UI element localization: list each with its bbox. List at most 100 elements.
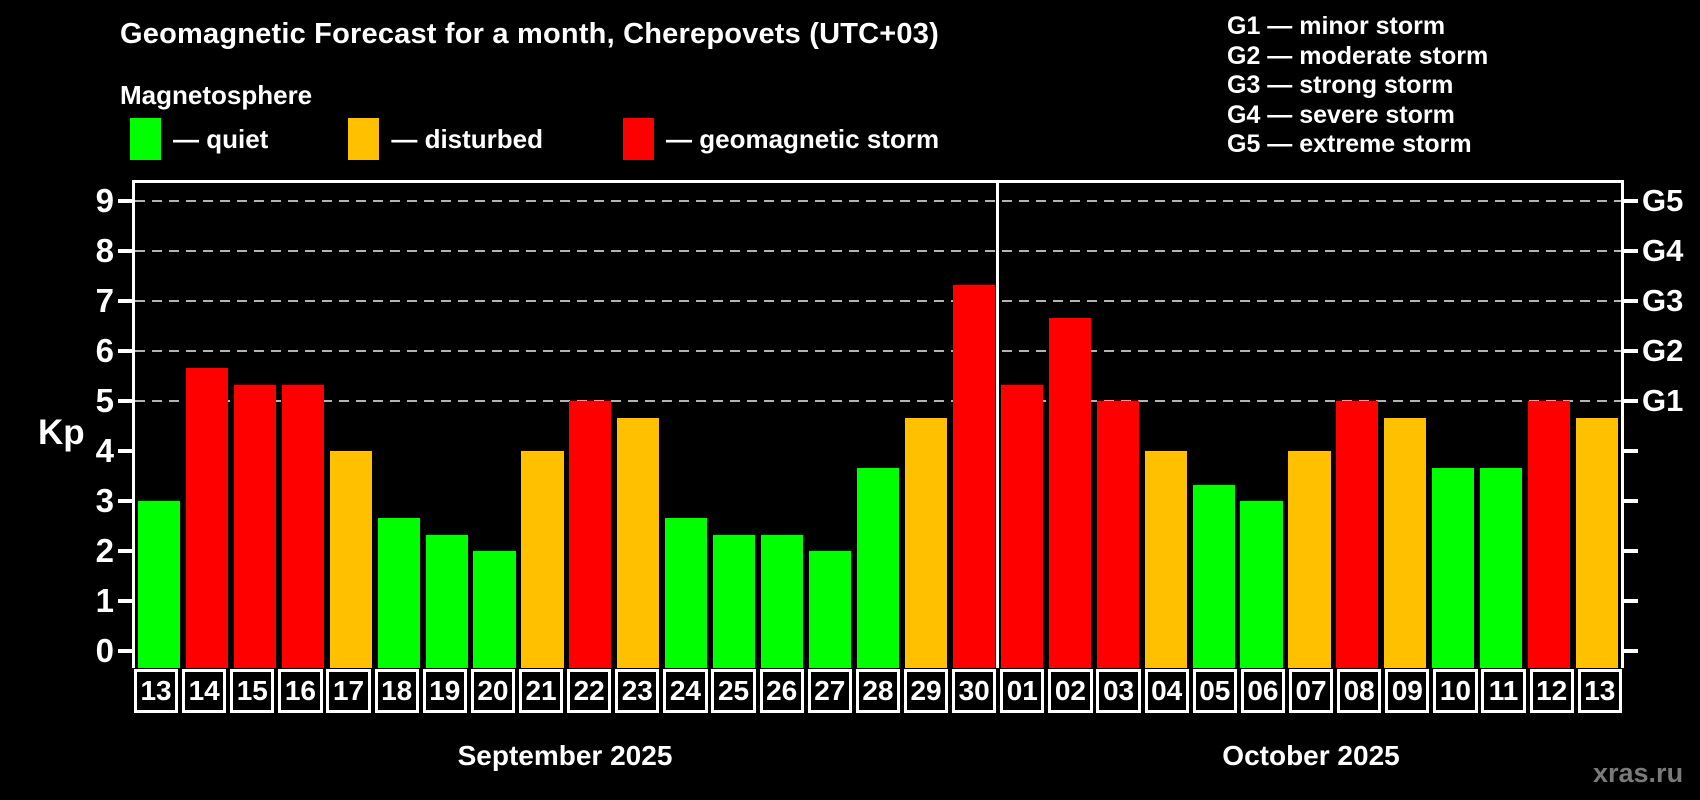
grid-line-kp8 <box>135 250 1621 252</box>
bar-slot <box>423 183 471 668</box>
month-label-october: October 2025 <box>1222 740 1400 771</box>
right-axis-tick-kp1 <box>1624 599 1638 603</box>
day-label-14: 14 <box>182 669 227 713</box>
day-cell-slot: 10 <box>1431 669 1479 713</box>
bar-slot <box>1525 183 1573 668</box>
day-cell-slot: 03 <box>1095 669 1143 713</box>
day-cell-slot: 18 <box>373 669 421 713</box>
day-label-18: 18 <box>374 669 419 713</box>
grid-line-kp7 <box>135 300 1621 302</box>
day-cell-slot: 09 <box>1383 669 1431 713</box>
y-axis-title: Kp <box>38 413 85 452</box>
kp-bar-day-29 <box>904 417 948 668</box>
status-legend: — quiet — disturbed — geomagnetic storm <box>130 118 939 160</box>
day-label-17: 17 <box>326 669 371 713</box>
right-axis-label-g2: G2 <box>1642 333 1684 368</box>
day-label-02: 02 <box>1048 669 1093 713</box>
day-label-28: 28 <box>855 669 901 713</box>
left-axis-tick-kp6 <box>118 349 132 353</box>
bar-slot <box>662 183 710 668</box>
bar-slot <box>327 183 375 668</box>
day-label-26: 26 <box>759 669 804 713</box>
magnetosphere-label: Magnetosphere <box>120 80 313 110</box>
kp-bar-day-11 <box>1480 467 1523 668</box>
bar-slot <box>1477 183 1525 668</box>
day-label-07: 07 <box>1288 669 1334 713</box>
g5-legend-line: G5 — extreme storm <box>1227 130 1472 158</box>
kp-bar-day-06 <box>1240 501 1283 668</box>
left-axis-tick-kp3 <box>118 499 132 503</box>
right-axis-label-g4: G4 <box>1642 233 1684 268</box>
day-cell-slot: 24 <box>661 669 709 713</box>
y-axis-label-2: 2 <box>95 532 114 569</box>
bar-slot <box>1094 183 1142 668</box>
grid-line-kp5 <box>135 400 1621 402</box>
kp-bar-day-13 <box>1576 417 1619 668</box>
g4-legend-line: G4 — severe storm <box>1227 100 1455 129</box>
day-cell-slot: 20 <box>469 669 517 713</box>
bar-slot <box>1333 183 1381 668</box>
kp-bar-day-17 <box>329 451 372 668</box>
left-axis-tick-kp4 <box>118 449 132 453</box>
kp-bar-day-05 <box>1192 484 1235 668</box>
y-axis-label-7: 7 <box>95 282 114 319</box>
x-axis-day-labels: 13 14 15 16 17 18 19 20 21 22 23 24 25 26 27 28 29 30 01 02… <box>132 669 1624 713</box>
day-label-27: 27 <box>807 669 852 713</box>
day-cell-slot: 21 <box>517 669 565 713</box>
kp-bar-day-24 <box>665 517 708 668</box>
bar-slot <box>183 183 231 668</box>
y-axis-label-0: 0 <box>95 632 114 669</box>
day-cell-slot: 27 <box>806 669 854 713</box>
storm-color-swatch <box>623 118 655 160</box>
day-label-16: 16 <box>278 669 323 713</box>
bar-slot <box>566 183 614 668</box>
g3-legend-line: G3 — strong storm <box>1227 71 1454 99</box>
left-axis-tick-kp1 <box>118 599 132 603</box>
right-axis-tick-kp5 <box>1624 399 1638 403</box>
kp-bar-day-12 <box>1528 401 1571 668</box>
kp-bar-day-23 <box>617 417 660 668</box>
day-cell-slot: 29 <box>902 669 950 713</box>
kp-bar-day-20 <box>473 551 516 668</box>
kp-bar-day-30 <box>952 284 995 668</box>
kp-bar-day-19 <box>425 534 468 668</box>
day-label-19: 19 <box>422 669 467 713</box>
day-cell-slot: 17 <box>325 669 373 713</box>
right-axis-tick-kp0 <box>1624 649 1638 653</box>
bar-slot <box>1381 183 1429 668</box>
page-title: Geomagnetic Forecast for a month, Cherep… <box>120 18 939 50</box>
day-label-03: 03 <box>1096 669 1141 713</box>
day-label-10: 10 <box>1433 669 1478 713</box>
day-cell-slot: 07 <box>1287 669 1335 713</box>
bar-slot <box>854 183 902 668</box>
kp-bar-day-13 <box>137 501 181 668</box>
day-label-24: 24 <box>663 669 708 713</box>
bar-slot <box>135 183 183 668</box>
day-cell-slot: 06 <box>1239 669 1287 713</box>
quiet-color-swatch <box>130 118 161 160</box>
kp-bar-day-01 <box>1000 384 1043 668</box>
month-label-september: September 2025 <box>457 740 673 771</box>
kp-bar-day-15 <box>233 384 276 668</box>
kp-bar-day-08 <box>1336 401 1379 668</box>
bar-slot <box>710 183 758 668</box>
day-cell-slot: 30 <box>950 669 998 713</box>
bar-slot <box>902 183 950 668</box>
day-label-01: 01 <box>1000 669 1045 713</box>
day-label-09: 09 <box>1385 669 1430 713</box>
kp-bar-day-10 <box>1432 467 1475 668</box>
right-axis-tick-kp9 <box>1624 199 1638 203</box>
left-axis-tick-kp2 <box>118 549 132 553</box>
legend-label-disturbed: — disturbed <box>391 123 544 154</box>
g-scale-legend: G1 — minor storm G2 — moderate storm G3 … <box>1227 12 1488 160</box>
y-axis-label-5: 5 <box>95 382 114 419</box>
watermark: xras.ru <box>1593 758 1684 788</box>
day-label-06: 06 <box>1240 669 1286 713</box>
right-axis-tick-kp7 <box>1624 299 1638 303</box>
right-axis-label-g1: G1 <box>1642 383 1684 418</box>
bar-slot <box>1142 183 1190 668</box>
day-label-22: 22 <box>567 669 612 713</box>
day-label-13: 13 <box>1577 669 1622 713</box>
kp-bar-day-14 <box>185 367 228 668</box>
bars-layer <box>135 183 1621 668</box>
